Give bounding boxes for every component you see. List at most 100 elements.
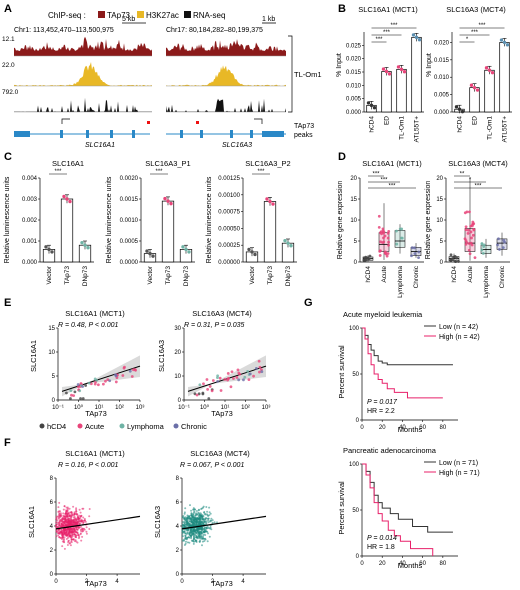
c1-chart: 0.000 0.001 0.002 0.003 0.004 Vector TAp73 DNp7…: [22, 169, 94, 286]
f1-point-238: [68, 507, 71, 510]
g2-ylabel: Percent survival: [337, 481, 346, 535]
g2-xtick-label-1: 20: [379, 561, 386, 567]
f2-point-484: [186, 517, 189, 520]
f2-point-635: [192, 540, 195, 543]
f2-point-604: [185, 523, 188, 526]
track-max-3: 792.0: [2, 89, 19, 96]
f1-point-644: [66, 530, 68, 533]
f1-point-599: [62, 508, 65, 511]
f1-point-628: [58, 536, 61, 538]
f1-point-391: [64, 525, 67, 527]
c2-title: SLC16A3_P1: [145, 159, 190, 168]
e1-point-36: [78, 389, 82, 393]
d2-xtick-label-1: Acute: [467, 266, 474, 283]
f2-point-383: [197, 511, 200, 514]
f1-point-634: [79, 533, 82, 536]
f2-point-609: [190, 512, 193, 515]
b1-ylabel: % Input: [336, 53, 343, 77]
e2-xtick-label-1: 10⁰: [200, 404, 210, 411]
f2-point-637: [191, 516, 194, 519]
e2-point-21: [226, 372, 230, 375]
c3-ytick-label-2: 0.00050: [218, 226, 240, 232]
b2-xtick-label-2: TL-Om1: [487, 116, 494, 140]
b2-dot-1-1: [472, 85, 477, 90]
d2-xtick-label-2: Lymphoma: [483, 266, 490, 298]
b2-dot-1-0: [469, 83, 474, 87]
f1-point-606: [60, 518, 63, 521]
legend-swatch-rnaseq: [184, 11, 191, 18]
g1-km-low: [362, 327, 453, 366]
c1-dot-2-0: [80, 240, 84, 245]
e2-point-41: [260, 370, 264, 374]
g2-xtick-label-0: 0: [360, 561, 364, 567]
f2-point-268: [186, 515, 189, 518]
f2-point-532: [188, 541, 191, 544]
f1-point-639: [66, 524, 69, 527]
track-1-region-1: [14, 36, 152, 56]
d2-sig-label-0: **: [460, 172, 465, 178]
e1-point-28: [96, 383, 100, 387]
b1-dot-1-2: [387, 72, 392, 76]
d2-point-1-25: [465, 210, 469, 214]
f1-point-430: [74, 539, 77, 542]
f2-point-419: [191, 518, 194, 521]
f1-point-521: [76, 531, 79, 534]
f1-point-474: [69, 527, 72, 530]
f2-point-611: [182, 521, 184, 524]
f1-chart: 0 2 4 6 8 0 2 4: [50, 476, 141, 585]
f1-point-379: [61, 538, 63, 541]
e2-point-8: [223, 377, 227, 381]
d1-point-1-24: [378, 249, 382, 253]
d1-point-2-5: [395, 229, 398, 233]
f1-point-466: [60, 529, 63, 531]
b2-dot-3-2: [505, 43, 510, 47]
gene-model-exon-1-0: [60, 130, 63, 138]
f2-point-414: [207, 527, 210, 529]
c3-ytick-label-4: 0.00100: [218, 193, 240, 199]
f1-point-164: [84, 520, 87, 523]
f2-point-533: [200, 537, 203, 540]
f1-reg-line: [55, 515, 141, 530]
d1-point-1-17: [380, 232, 383, 236]
g1-chart: 0 50 100 0 20 40 60 80: [349, 326, 458, 431]
f1-point-459: [70, 515, 73, 518]
g1-xtick-label-1: 20: [379, 425, 386, 431]
c3-bar-1: [263, 201, 277, 263]
legend-swatch-tap73: [98, 11, 105, 18]
promoter-arrow-1: [61, 118, 70, 124]
d2-point-0-6: [453, 260, 457, 263]
f1-xlabel: TAp73: [85, 579, 107, 588]
g2-xtick-label-4: 80: [439, 561, 446, 567]
f2-point-388: [206, 510, 209, 513]
d1-point-3-1: [417, 250, 421, 254]
f1-point-583: [59, 525, 62, 528]
e1-ci-band: [62, 355, 140, 397]
d1-xtick-label-3: Chronic: [413, 265, 420, 288]
e1-chart: 0 5 10 15 10⁻¹ 10⁰ 10¹ 10² 10³: [48, 326, 144, 411]
e2-point-13: [210, 389, 214, 393]
d2-point-1-5: [473, 256, 477, 260]
c2-ytick-label-2: 0.0010: [120, 218, 139, 224]
f1-point-69: [85, 530, 88, 533]
f1-point-414: [85, 526, 88, 529]
f2-point-579: [205, 527, 208, 530]
d1-point-2-4: [400, 227, 404, 231]
e1-point-10: [132, 368, 135, 372]
e1-reg-line: [61, 365, 141, 392]
e1-xtick-label-0: 10⁻¹: [52, 405, 64, 411]
f2-point-525: [196, 536, 199, 539]
d2-point-1-12: [464, 225, 468, 229]
f2-point-21: [184, 507, 187, 510]
d2-point-1-16: [464, 228, 468, 232]
e2-point-17: [205, 378, 209, 381]
f1-point-593: [69, 542, 71, 544]
f1-point-540: [67, 541, 70, 544]
b1-ytick-label-4: 0.020: [346, 57, 362, 63]
b2-xtick-label-0: hCD4: [457, 116, 464, 133]
b2-ytick-label-3: 0.015: [434, 58, 450, 64]
e2-point-34: [243, 375, 247, 379]
c2-chart: 0.0000 0.0005 0.0010 0.0015 0.0020 Vector TAp7…: [120, 169, 195, 286]
f2-ytick-label-0: 0: [176, 572, 180, 578]
g2-legend: Low (n = 71) High (n = 71): [424, 460, 480, 477]
f1-point-231: [66, 544, 69, 546]
